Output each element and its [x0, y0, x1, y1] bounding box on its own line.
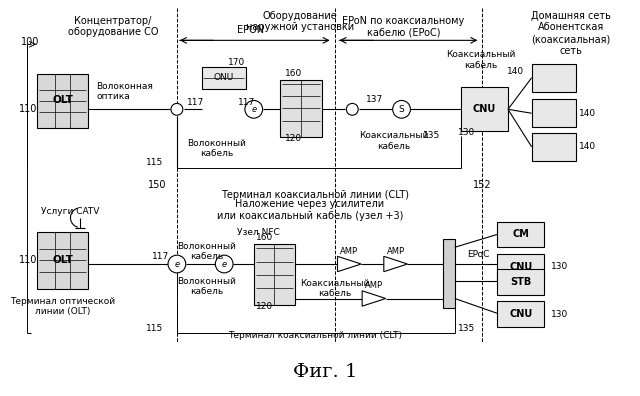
Text: AMP: AMP: [365, 281, 383, 290]
Text: Оборудование
наружной установки: Оборудование наружной установки: [246, 11, 354, 32]
Text: CNU: CNU: [473, 104, 496, 114]
Text: 170: 170: [228, 57, 245, 67]
Text: CM: CM: [513, 229, 529, 240]
Text: 140: 140: [579, 109, 596, 118]
Polygon shape: [384, 256, 408, 272]
Text: Коаксиальный
кабель: Коаксиальный кабель: [359, 131, 428, 150]
Text: 137: 137: [366, 95, 383, 104]
Bar: [497, 269, 545, 295]
Text: 150: 150: [148, 180, 166, 190]
Text: 130: 130: [551, 310, 568, 319]
Text: CNU: CNU: [509, 262, 532, 272]
Text: 140: 140: [579, 142, 596, 151]
Text: 115: 115: [146, 324, 163, 333]
Text: Волоконный
кабель: Волоконный кабель: [177, 277, 236, 296]
Bar: [461, 87, 508, 131]
Text: 160: 160: [285, 69, 303, 78]
Text: e: e: [174, 259, 179, 268]
Text: Волоконный
кабель: Волоконный кабель: [177, 242, 236, 261]
Text: 140: 140: [507, 67, 524, 76]
Text: Узел NFC: Узел NFC: [237, 228, 280, 237]
Text: 100: 100: [21, 37, 40, 47]
Text: 117: 117: [187, 98, 204, 107]
Bar: [532, 99, 576, 127]
Bar: [443, 240, 455, 308]
Text: 160: 160: [256, 233, 273, 242]
Bar: [280, 80, 322, 137]
Text: e: e: [251, 105, 256, 114]
Text: Терминал оптической
линии (OLT): Терминал оптической линии (OLT): [10, 297, 115, 316]
Bar: [532, 133, 576, 160]
Text: 117: 117: [152, 251, 170, 261]
Text: 110: 110: [19, 255, 38, 265]
Circle shape: [245, 101, 262, 118]
Text: EPON: EPON: [237, 25, 264, 35]
Text: 110: 110: [19, 104, 38, 114]
Text: 152: 152: [473, 180, 492, 190]
Text: Услуги CATV: Услуги CATV: [42, 207, 100, 216]
Text: STB: STB: [510, 277, 531, 287]
Text: e: e: [221, 259, 227, 268]
Circle shape: [393, 101, 410, 118]
Text: 130: 130: [551, 263, 568, 272]
Text: 135: 135: [423, 131, 440, 141]
Bar: [497, 254, 545, 280]
Bar: [532, 64, 576, 91]
Text: Волоконная
оптика: Волоконная оптика: [96, 82, 153, 101]
Circle shape: [215, 255, 233, 273]
Text: Терминал коаксиальной линии (CLT): Терминал коаксиальной линии (CLT): [221, 190, 409, 200]
Text: Концентратор/
оборудование СО: Концентратор/ оборудование СО: [68, 16, 158, 37]
Text: 120: 120: [285, 134, 303, 143]
Text: 120: 120: [256, 302, 273, 311]
Circle shape: [171, 103, 183, 115]
Text: 135: 135: [458, 324, 475, 333]
Bar: [37, 74, 88, 128]
Bar: [37, 232, 88, 289]
Polygon shape: [362, 291, 386, 306]
Text: OLT: OLT: [52, 255, 73, 265]
Bar: [497, 301, 545, 327]
Text: CNU: CNU: [509, 309, 532, 319]
Circle shape: [346, 103, 358, 115]
Text: Волоконный
кабель: Волоконный кабель: [187, 139, 246, 158]
Text: Коаксиальный
кабель: Коаксиальный кабель: [300, 279, 369, 298]
Text: Фиг. 1: Фиг. 1: [292, 364, 357, 381]
Text: 117: 117: [238, 98, 255, 107]
Bar: [202, 67, 246, 89]
Text: S: S: [399, 105, 404, 114]
Text: Домашняя сеть
Абонентская
(коаксиальная)
сеть: Домашняя сеть Абонентская (коаксиальная)…: [531, 11, 611, 55]
Text: EPoC: EPoC: [467, 249, 490, 259]
Text: AMP: AMP: [340, 247, 358, 256]
Text: 130: 130: [458, 128, 475, 137]
Text: Наложение через усилители
или коаксиальный кабель (узел +3): Наложение через усилители или коаксиальн…: [217, 199, 403, 221]
Circle shape: [168, 255, 186, 273]
Text: OLT: OLT: [52, 95, 73, 105]
Text: 115: 115: [146, 158, 163, 167]
Text: Коаксиальный
кабель: Коаксиальный кабель: [445, 50, 515, 70]
Text: ONU: ONU: [213, 73, 234, 82]
Text: AMP: AMP: [387, 247, 404, 256]
Bar: [497, 222, 545, 247]
Text: EPoN по коаксиальному
кабелю (EPoC): EPoN по коаксиальному кабелю (EPoC): [342, 16, 465, 37]
Bar: [253, 244, 295, 305]
Polygon shape: [337, 256, 361, 272]
Text: Терминал коаксиальной линии (CLT): Терминал коаксиальной линии (CLT): [228, 331, 402, 341]
